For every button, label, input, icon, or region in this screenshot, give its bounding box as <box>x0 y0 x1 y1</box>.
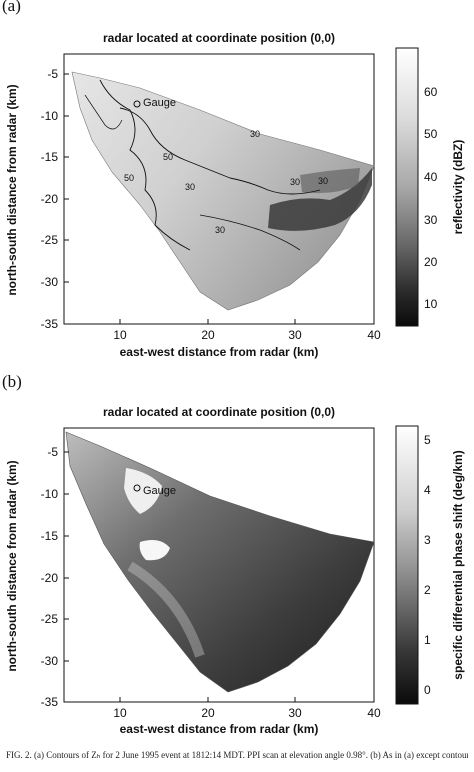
x-tick-label: 30 <box>288 706 302 720</box>
colorbar-label: specific differential phase shift (deg/k… <box>451 450 465 679</box>
colorbar-ticks: 5 4 3 2 1 0 <box>424 433 431 697</box>
y-axis-label: north-south distance from radar (km) <box>5 460 19 671</box>
x-tick-label: 10 <box>113 328 127 342</box>
panel-a: Gauge 50 50 30 30 30 30 30 radar located… <box>0 0 474 372</box>
panel-title: radar located at coordinate position (0,… <box>103 405 335 419</box>
y-axis: -5 -10 -15 -20 -25 -30 -35 north-south d… <box>5 445 69 709</box>
colorbar-tick-label: 10 <box>424 297 438 311</box>
y-axis-label: north-south distance from radar (km) <box>5 84 19 295</box>
panel-b-figure: Gauge radar located at coordinate positi… <box>5 405 465 736</box>
contour-line-30b <box>199 214 301 251</box>
y-tick-label: -10 <box>41 487 59 501</box>
x-axis: 10 20 30 40 east-west distance from rada… <box>113 319 381 359</box>
colorbar-tick-label: 50 <box>424 127 438 141</box>
contour-line-small <box>84 94 123 130</box>
panel-b: Gauge radar located at coordinate positi… <box>0 376 474 748</box>
panel-title: radar located at coordinate position (0,… <box>103 31 335 45</box>
colorbar-tick-label: 30 <box>424 213 438 227</box>
colorbar-label: reflectivity (dBZ) <box>451 140 465 235</box>
x-axis-label: east-west distance from radar (km) <box>120 722 319 736</box>
low-kdp-region <box>124 468 162 514</box>
colorbar-tick-label: 3 <box>424 533 431 547</box>
colorbar-tick-label: 2 <box>424 583 431 597</box>
gauge-annotation: Gauge <box>143 485 176 497</box>
y-tick-label: -5 <box>47 67 58 81</box>
y-tick-label: -20 <box>41 571 59 585</box>
x-tick-label: 20 <box>201 328 215 342</box>
gauge-annotation: Gauge <box>143 97 176 109</box>
light-band <box>127 561 205 658</box>
low-kdp-region <box>139 540 170 561</box>
y-tick-label: -20 <box>41 192 59 206</box>
colorbar-tick-label: 20 <box>424 255 438 269</box>
x-tick-label: 20 <box>201 706 215 720</box>
x-axis-label: east-west distance from radar (km) <box>120 345 319 359</box>
contour-label: 50 <box>124 173 134 183</box>
x-tick-label: 40 <box>367 328 381 342</box>
contour-label: 30 <box>250 129 260 139</box>
colorbar-tick-label: 40 <box>424 170 438 184</box>
contour-label: 50 <box>163 152 173 162</box>
y-tick-label: -35 <box>41 317 59 331</box>
core-region <box>300 168 360 194</box>
contour-label: 30 <box>185 182 195 192</box>
panel-a-figure: Gauge 50 50 30 30 30 30 30 radar located… <box>5 31 465 359</box>
y-axis: -5 -10 -15 -20 -25 -30 -35 north-south d… <box>5 67 69 331</box>
y-tick-label: -25 <box>41 612 59 626</box>
x-tick-label: 30 <box>288 328 302 342</box>
y-tick-label: -15 <box>41 150 59 164</box>
colorbar-tick-label: 1 <box>424 633 431 647</box>
y-tick-label: -35 <box>41 695 59 709</box>
gauge-marker <box>133 484 141 492</box>
y-tick-label: -5 <box>47 445 58 459</box>
y-tick-label: -10 <box>41 109 59 123</box>
gauge-marker <box>133 100 141 108</box>
panel-b-label: (b) <box>2 372 22 391</box>
contour-line-30 <box>99 79 191 251</box>
colorbar-tick-label: 0 <box>424 683 431 697</box>
colorbar-ticks: 60 50 40 30 20 10 <box>424 85 438 311</box>
colorbar <box>395 47 419 327</box>
x-tick-label: 40 <box>367 706 381 720</box>
colorbar-tick-label: 5 <box>424 433 431 447</box>
panel-a-label: (a) <box>2 0 21 15</box>
colorbar-tick-label: 60 <box>424 85 438 99</box>
colorbar-tick-label: 4 <box>424 483 431 497</box>
high-reflectivity-region <box>268 168 372 231</box>
contour-label: 30 <box>215 225 225 235</box>
y-tick-label: -15 <box>41 529 59 543</box>
y-tick-label: -25 <box>41 233 59 247</box>
x-tick-label: 10 <box>113 706 127 720</box>
figure-caption: FIG. 2. (a) Contours of Zₕ for 2 June 19… <box>6 750 468 760</box>
reflectivity-field <box>71 71 375 311</box>
contour-label: 30 <box>290 177 300 187</box>
contour-label: 30 <box>318 176 328 186</box>
y-tick-label: -30 <box>41 275 59 289</box>
y-tick-label: -30 <box>41 654 59 668</box>
colorbar <box>395 425 419 705</box>
contour-line-50 <box>119 107 321 195</box>
x-axis: 10 20 30 40 east-west distance from rada… <box>113 697 381 736</box>
